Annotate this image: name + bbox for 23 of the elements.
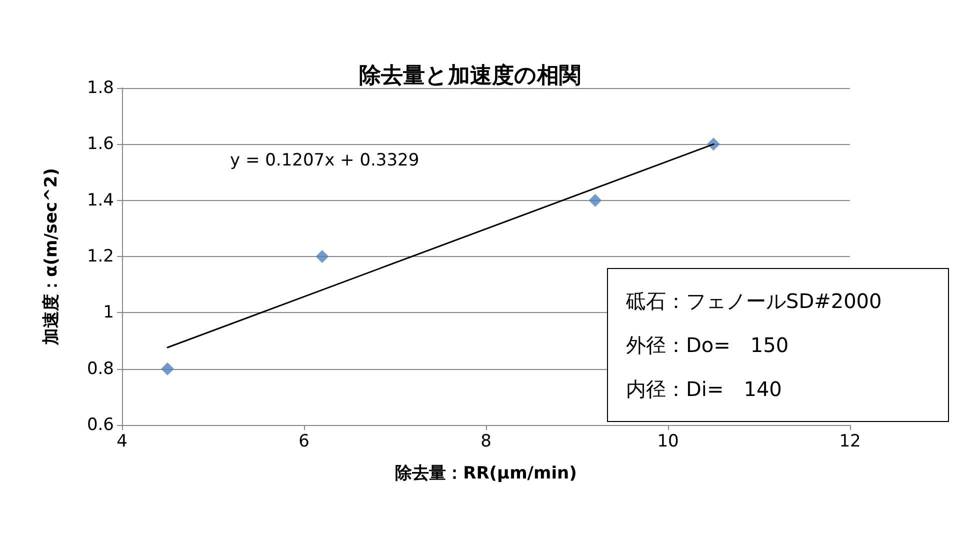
y-tick-label: 1.2 [86,246,114,266]
chart-title: 除去量と加速度の相関 [359,62,581,88]
x-tick-label: 6 [298,432,310,452]
annotation: y = 0.1207x + 0.3329 [230,150,420,170]
x-tick-label: 8 [480,432,492,452]
y-tick-label: 1.8 [86,78,114,98]
text-box: 砥石：フェノールSD#2000 外径：Do= 150 内径：Di= 140 [607,268,949,422]
y-tick-label: 1.4 [86,190,114,210]
point [316,250,329,263]
annotation: 外径：Do= 150 [626,332,790,359]
y-tick-label: 1 [103,302,114,323]
annotation: 内径：Di= 140 [626,376,783,403]
x-tick-label: 10 [657,432,679,452]
point [588,194,602,207]
x-tick-label: 4 [116,432,128,452]
x-axis-title: 除去量：RR(μm/min) [395,464,577,484]
y-tick-label: 1.6 [86,134,114,154]
y-tick-label: 0.6 [86,415,114,435]
y-tick-label: 0.8 [86,358,114,379]
y-axis-title: 加速度：α(m/sec^2) [42,168,62,346]
x-tick-label: 12 [839,432,861,452]
point [161,362,174,376]
annotation: 砥石：フェノールSD#2000 [626,288,883,315]
